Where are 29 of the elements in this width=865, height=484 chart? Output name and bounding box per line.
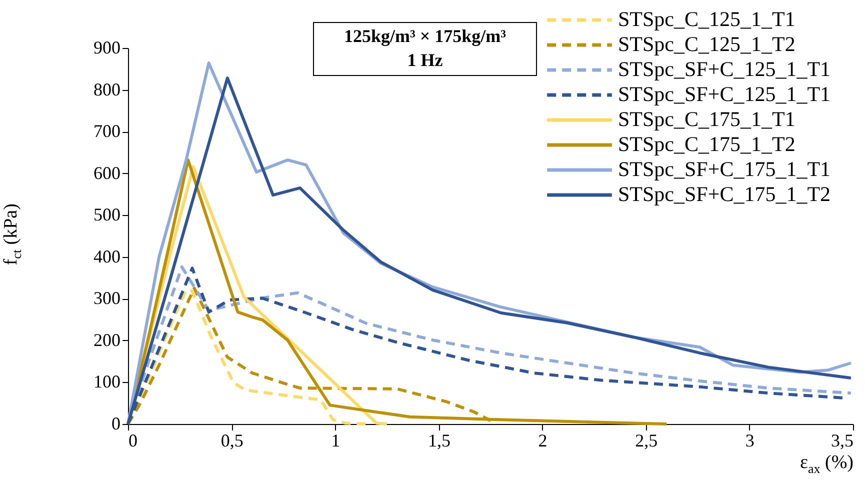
y-tick-label: 300 bbox=[94, 288, 120, 308]
legend-label: STSpc_C_125_1_T2 bbox=[618, 32, 796, 56]
legend-label: STSpc_C_175_1_T1 bbox=[618, 107, 796, 131]
x-tick-label: 3 bbox=[745, 430, 754, 450]
legend-label: STSpc_SF+C_175_1_T2 bbox=[618, 182, 831, 206]
legend-label: STSpc_SF+C_125_1_T1 bbox=[618, 82, 831, 106]
y-tick-label: 100 bbox=[94, 372, 120, 392]
y-tick-label: 800 bbox=[94, 79, 120, 100]
annotation: 1 Hz bbox=[407, 50, 443, 70]
x-tick-label: 0,5 bbox=[220, 430, 244, 450]
text: 125kg/m³ × 175kg/m³ bbox=[344, 26, 507, 46]
y-tick-label: 400 bbox=[94, 246, 120, 266]
y-tick-label: 900 bbox=[94, 38, 120, 58]
x-tick-label: 3,5 bbox=[831, 430, 854, 450]
x-tick-label: 1 bbox=[331, 430, 340, 450]
x-tick-label: 0 bbox=[128, 430, 138, 450]
legend-label: STSpc_SF+C_175_1_T1 bbox=[618, 157, 831, 181]
x-axis-title: ε$_{ax}$ (%) bbox=[800, 452, 854, 477]
y-tick-label: 0 bbox=[112, 414, 120, 434]
x-tick-label: 2,5 bbox=[635, 430, 658, 450]
x-tick-label: 2 bbox=[538, 430, 548, 450]
y-tick-label: 700 bbox=[94, 121, 120, 142]
legend-label: STSpc_C_175_1_T2 bbox=[618, 132, 796, 156]
y-tick-label: 500 bbox=[94, 204, 120, 225]
y-tick-label: 200 bbox=[94, 330, 120, 350]
legend-label: STSpc_C_125_1_T1 bbox=[618, 7, 796, 31]
x-tick-label: 1,5 bbox=[428, 430, 450, 450]
legend-label: STSpc_SF+C_125_1_T1 bbox=[618, 57, 831, 81]
y-tick-label: 600 bbox=[94, 162, 120, 183]
